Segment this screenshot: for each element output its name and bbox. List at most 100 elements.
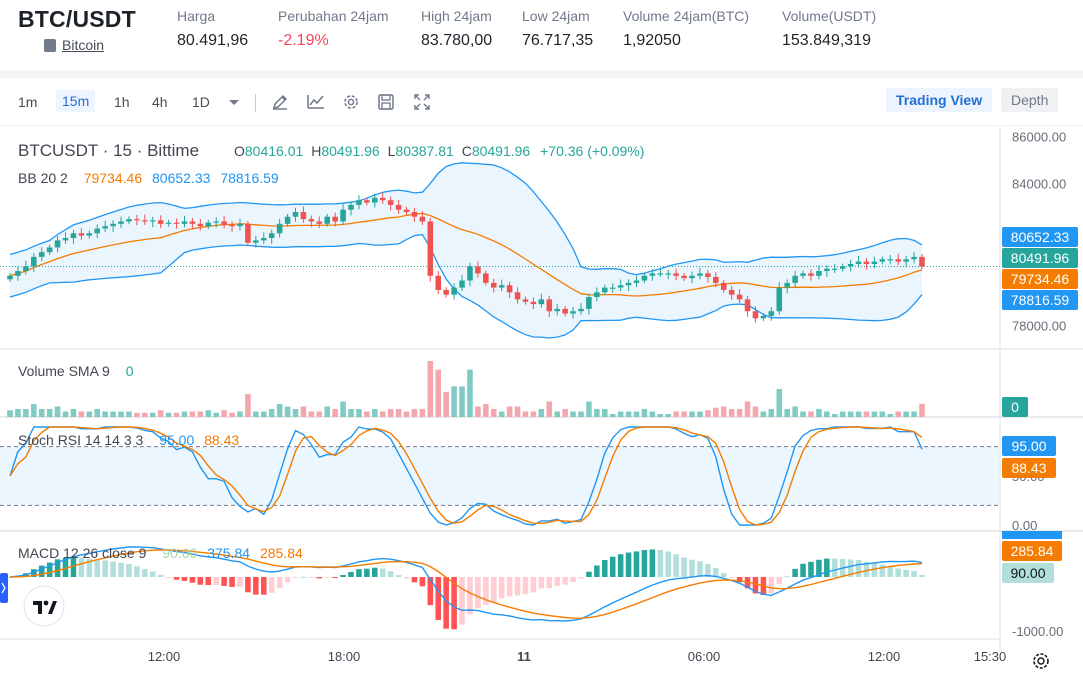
volume-bar [165, 412, 172, 417]
candle-body [617, 285, 624, 288]
candle-body [808, 273, 814, 276]
tradingview-logo-button[interactable] [23, 585, 65, 627]
volume-bar [340, 401, 346, 417]
candle-body [165, 222, 172, 224]
left-panel-toggle[interactable] [0, 573, 8, 603]
candle-body [919, 256, 925, 267]
macd-hist-bar [300, 576, 307, 578]
stat-value: 83.780,00 [421, 32, 493, 49]
candle-body [641, 275, 648, 281]
candle-body [467, 266, 473, 281]
chevron-down-icon[interactable] [224, 92, 244, 112]
book-icon [44, 38, 56, 52]
bollinger-lines [9, 162, 923, 339]
depth-button[interactable]: Depth [1001, 88, 1059, 112]
volume-bar [784, 409, 790, 417]
candle-body [713, 276, 719, 283]
ticker-header: BTC/USDT Bitcoin Harga 80.491,96 Perubah… [0, 0, 1083, 70]
volume-bar [736, 409, 743, 417]
volume-bar [419, 409, 426, 417]
timeframe-1m[interactable]: 1m [18, 94, 38, 110]
toolbar-divider [255, 94, 256, 112]
macd-hist-bar [260, 577, 267, 595]
macd-hist-bar [443, 577, 449, 629]
macd-tick-label: -1000.00 [1012, 624, 1063, 639]
signal-line [9, 549, 923, 619]
volume-bar [728, 409, 735, 417]
coin-link[interactable]: Bitcoin [44, 37, 104, 53]
macd-hist-bar [403, 577, 410, 579]
stat-label: Volume(USDT) [782, 8, 877, 24]
stoch-tick-label: 0.00 [1012, 518, 1037, 533]
chart-canvas[interactable]: 86000.0084000.0082000.0080000.0078000.00… [0, 127, 1083, 682]
candle-body [768, 311, 775, 316]
chart-settings-icon[interactable] [1033, 653, 1049, 669]
macd-hist-bar [720, 573, 727, 577]
macd-hist-bar [38, 565, 45, 577]
fullscreen-icon[interactable] [412, 92, 432, 112]
macd-hist-bar [348, 571, 354, 577]
candle-body [276, 223, 283, 234]
stoch-legend: Stoch RSI 14 14 3 3 95.00 88.43 [18, 432, 239, 448]
macd-hist-bar [78, 557, 85, 577]
candle-body [157, 220, 164, 224]
macd-hist-bar [284, 577, 291, 583]
volume-bar [800, 411, 806, 417]
candle-body [554, 308, 560, 312]
macd-hist-bar [752, 577, 759, 594]
candle-body [705, 273, 711, 277]
candle-body [887, 259, 894, 261]
save-icon[interactable] [376, 92, 396, 112]
bb-basis-line [9, 212, 923, 297]
candle-body [903, 259, 909, 262]
volume-bar [681, 411, 687, 417]
macd-hist-bar [673, 554, 679, 577]
macd-hist-bar [411, 577, 418, 583]
volume-bar [887, 414, 894, 417]
candle-body [403, 209, 410, 213]
volume-bar [808, 411, 814, 417]
ohlc-high-label: H [311, 143, 321, 159]
macd-hist-tag-text: 90.00 [1010, 565, 1045, 581]
stoch-d-line [9, 426, 923, 526]
price-tag-upper-text: 80652.33 [1011, 229, 1070, 245]
macd-hist-bar [253, 577, 259, 595]
volume-bar [213, 412, 219, 417]
macd-hist-bar [689, 559, 695, 577]
timeframe-1d[interactable]: 1D [192, 94, 210, 110]
volume-bar [260, 411, 267, 417]
candle-body [855, 261, 862, 264]
volume-bar [451, 386, 457, 417]
volume-bar [792, 406, 798, 417]
volume-bar [427, 361, 434, 417]
coin-name[interactable]: Bitcoin [62, 37, 105, 53]
candle-body [665, 273, 672, 275]
candle-body [475, 266, 481, 274]
timeframe-4h[interactable]: 4h [152, 94, 168, 110]
volume-bar [570, 411, 576, 417]
volume-bar [110, 411, 116, 417]
ohlc-low-label: L [388, 143, 396, 159]
trading-view-button[interactable]: Trading View [886, 88, 993, 112]
timeframe-15m[interactable]: 15m [56, 90, 96, 112]
candle-body [697, 273, 703, 276]
macd-hist-bar [538, 577, 545, 589]
volume-bar [62, 411, 69, 417]
stoch-d-tag: 88.43 [1002, 458, 1056, 478]
volume-bar [134, 412, 140, 417]
candle-body [31, 256, 37, 267]
volume-bar [641, 409, 648, 417]
candle-body [792, 275, 798, 283]
indicator-icon[interactable] [306, 92, 326, 112]
candle-body [324, 216, 330, 224]
macd-hist-bar [221, 577, 227, 586]
ohlc-open-label: O [234, 143, 245, 159]
macd-hist-bar [681, 557, 687, 577]
draw-pen-icon[interactable] [270, 92, 290, 112]
settings-gear-icon[interactable] [341, 92, 361, 112]
macd-hist-bar [46, 562, 53, 577]
candle-body [253, 240, 259, 243]
timeframe-1h[interactable]: 1h [114, 94, 130, 110]
macd-hist-bar [863, 561, 870, 577]
chart-area[interactable]: 86000.0084000.0082000.0080000.0078000.00… [0, 127, 1083, 682]
